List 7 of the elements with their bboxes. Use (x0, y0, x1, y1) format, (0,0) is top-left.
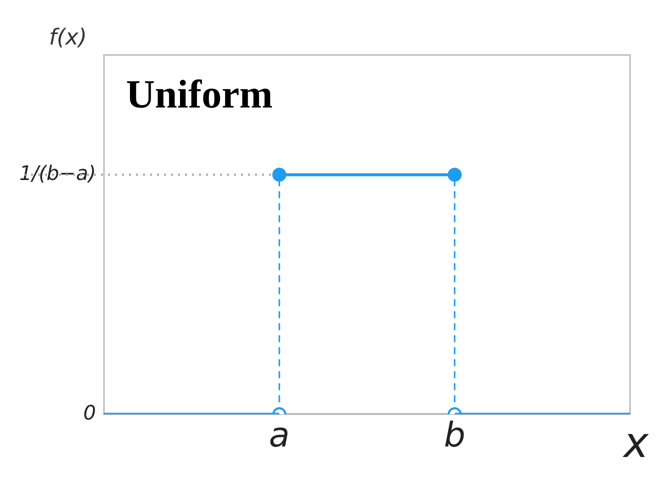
x-tick-label: b (444, 415, 466, 456)
x-axis-title: x (622, 418, 650, 468)
y-tick-label: 0 (83, 400, 96, 424)
y-axis-title: f(x) (49, 26, 87, 51)
x-tick-label: a (268, 415, 290, 456)
chart-title: Uniform (126, 71, 273, 116)
y-tick-label: 1/(b−a) (19, 160, 96, 185)
